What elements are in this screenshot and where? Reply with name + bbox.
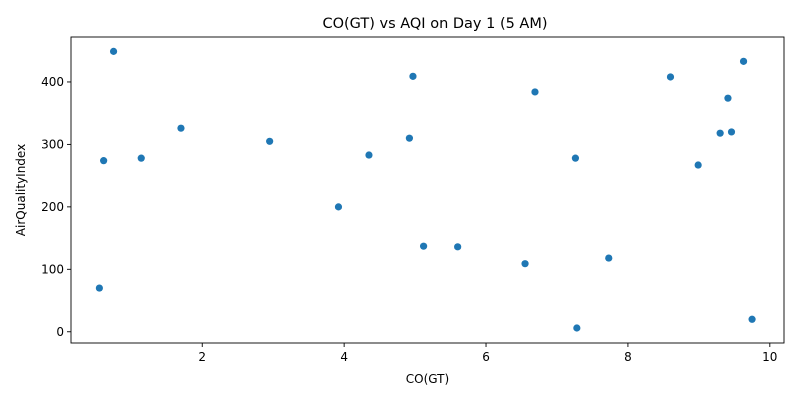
x-tick-label: 4 <box>340 350 348 364</box>
y-axis-label: AirQualityIndex <box>14 144 28 236</box>
y-tick-label: 200 <box>41 200 64 214</box>
data-point <box>334 203 343 211</box>
data-point <box>177 124 185 132</box>
data-point <box>739 57 748 65</box>
data-point <box>666 73 675 81</box>
data-point <box>694 161 702 169</box>
y-tick-label: 100 <box>41 262 64 276</box>
x-tick-label: 6 <box>482 350 490 364</box>
plot-frame <box>70 36 785 344</box>
y-tick-label: 400 <box>41 75 64 89</box>
data-point <box>409 72 417 80</box>
y-tick-label: 300 <box>41 137 64 151</box>
data-points <box>95 47 756 332</box>
data-point <box>724 94 732 102</box>
data-point <box>266 137 274 145</box>
data-point <box>573 324 581 332</box>
x-tick-label: 10 <box>762 350 777 364</box>
x-tick-label: 2 <box>198 350 206 364</box>
data-point <box>571 154 580 162</box>
data-point <box>109 47 118 55</box>
chart-title: CO(GT) vs AQI on Day 1 (5 AM) <box>322 16 547 32</box>
data-point <box>137 154 145 162</box>
data-point <box>521 260 529 268</box>
data-point <box>748 315 756 323</box>
data-point <box>454 243 462 251</box>
data-point <box>605 254 613 262</box>
data-point <box>727 128 736 136</box>
data-point <box>100 157 108 165</box>
data-point <box>419 242 428 250</box>
data-point <box>95 284 103 292</box>
data-point <box>716 129 724 137</box>
data-point <box>531 88 539 96</box>
x-tick-label: 8 <box>624 350 632 364</box>
data-point <box>405 134 414 142</box>
x-axis-label: CO(GT) <box>406 372 449 386</box>
data-point <box>365 151 373 159</box>
y-tick-label: 0 <box>56 325 64 339</box>
